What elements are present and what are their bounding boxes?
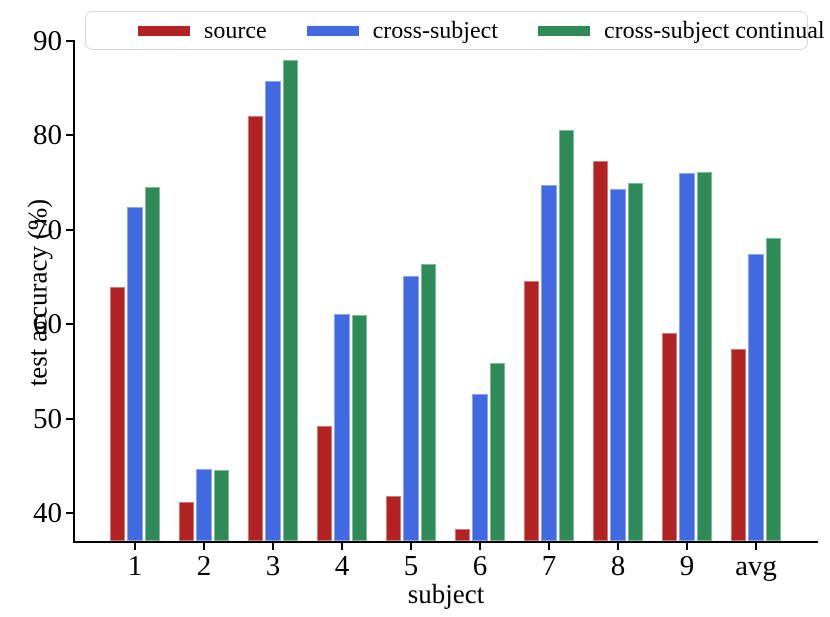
bar-cross-subject-avg bbox=[748, 254, 764, 541]
y-tick-label-70: 70 bbox=[33, 213, 62, 246]
x-tick-label-4: 4 bbox=[334, 550, 350, 582]
x-tick-4 bbox=[341, 543, 343, 550]
x-tick-8 bbox=[617, 543, 619, 550]
bar-cross-subject-continual-9 bbox=[696, 171, 713, 541]
bar-cross-subject-7 bbox=[541, 185, 557, 541]
bar-cross-subject-continual-3 bbox=[282, 60, 299, 541]
y-tick-80 bbox=[66, 134, 73, 136]
legend-swatch-icon bbox=[306, 25, 359, 36]
x-axis-label: subject bbox=[407, 579, 485, 609]
x-tick-label-5: 5 bbox=[403, 550, 419, 582]
bar-cross-subject-1 bbox=[127, 206, 143, 541]
x-tick-3 bbox=[272, 543, 274, 550]
y-axis-label: test accuracy (%) bbox=[22, 198, 53, 387]
x-tick-2 bbox=[203, 543, 205, 550]
bar-cross-subject-continual-avg bbox=[765, 238, 782, 541]
y-tick-40 bbox=[66, 512, 73, 514]
legend-label: cross-subject bbox=[372, 17, 498, 44]
y-tick-60 bbox=[66, 323, 73, 325]
y-tick-label-40: 40 bbox=[33, 497, 62, 529]
bar-source-4 bbox=[316, 426, 333, 541]
x-tick-7 bbox=[548, 543, 550, 550]
x-tick-1 bbox=[134, 543, 136, 550]
y-tick-label-50: 50 bbox=[33, 402, 62, 435]
bar-cross-subject-4 bbox=[334, 313, 350, 541]
bar-cross-subject-continual-2 bbox=[213, 470, 230, 541]
y-tick-label-80: 80 bbox=[33, 119, 62, 151]
x-tick-avg bbox=[755, 543, 757, 550]
x-tick-6 bbox=[479, 543, 481, 550]
x-axis-spine bbox=[73, 541, 818, 543]
legend-label: source bbox=[204, 17, 267, 44]
bar-source-5 bbox=[385, 495, 402, 541]
x-tick-label-7: 7 bbox=[541, 550, 557, 582]
bar-cross-subject-9 bbox=[679, 172, 695, 541]
legend-item-cross-subject: cross-subject bbox=[306, 17, 498, 44]
bar-source-avg bbox=[730, 348, 747, 541]
y-tick-50 bbox=[66, 417, 73, 420]
x-tick-label-avg: avg bbox=[735, 550, 777, 582]
bar-cross-subject-3 bbox=[265, 81, 281, 541]
bar-cross-subject-6 bbox=[472, 393, 488, 541]
y-tick-70 bbox=[66, 228, 73, 231]
bar-cross-subject-continual-7 bbox=[558, 130, 575, 541]
bar-source-2 bbox=[178, 501, 195, 541]
bar-cross-subject-8 bbox=[610, 188, 626, 541]
x-tick-label-8: 8 bbox=[610, 550, 626, 582]
x-tick-label-1: 1 bbox=[127, 550, 143, 582]
x-tick-label-3: 3 bbox=[265, 550, 281, 582]
bar-source-1 bbox=[109, 287, 126, 541]
bar-source-3 bbox=[247, 116, 264, 541]
bar-source-6 bbox=[454, 529, 471, 541]
legend-item-cross-subject-continual: cross-subject continual bbox=[537, 17, 825, 44]
chart-legend: source cross-subject cross-subject continu… bbox=[85, 11, 825, 50]
bar-cross-subject-continual-1 bbox=[144, 186, 161, 541]
legend-label: cross-subject continual bbox=[603, 17, 825, 44]
y-tick-90 bbox=[66, 39, 73, 42]
y-tick-label-60: 60 bbox=[33, 308, 62, 340]
bar-source-8 bbox=[592, 161, 609, 541]
y-axis-spine bbox=[73, 40, 75, 543]
bar-source-7 bbox=[523, 281, 540, 541]
x-tick-label-6: 6 bbox=[472, 550, 488, 582]
y-tick-label-90: 90 bbox=[33, 24, 62, 57]
x-tick-5 bbox=[410, 543, 412, 550]
bar-source-9 bbox=[661, 333, 678, 541]
bar-cross-subject-5 bbox=[403, 275, 419, 541]
bar-cross-subject-continual-5 bbox=[420, 263, 437, 541]
x-tick-label-2: 2 bbox=[196, 550, 212, 582]
bar-cross-subject-2 bbox=[196, 468, 212, 541]
bar-cross-subject-continual-4 bbox=[351, 314, 368, 541]
bar-cross-subject-continual-6 bbox=[489, 362, 506, 541]
x-tick-label-9: 9 bbox=[679, 550, 695, 582]
legend-swatch-icon bbox=[138, 25, 190, 36]
x-tick-9 bbox=[686, 543, 688, 550]
legend-item-source: source bbox=[138, 19, 267, 43]
bar-cross-subject-continual-8 bbox=[627, 183, 644, 541]
legend-swatch-icon bbox=[537, 25, 590, 36]
